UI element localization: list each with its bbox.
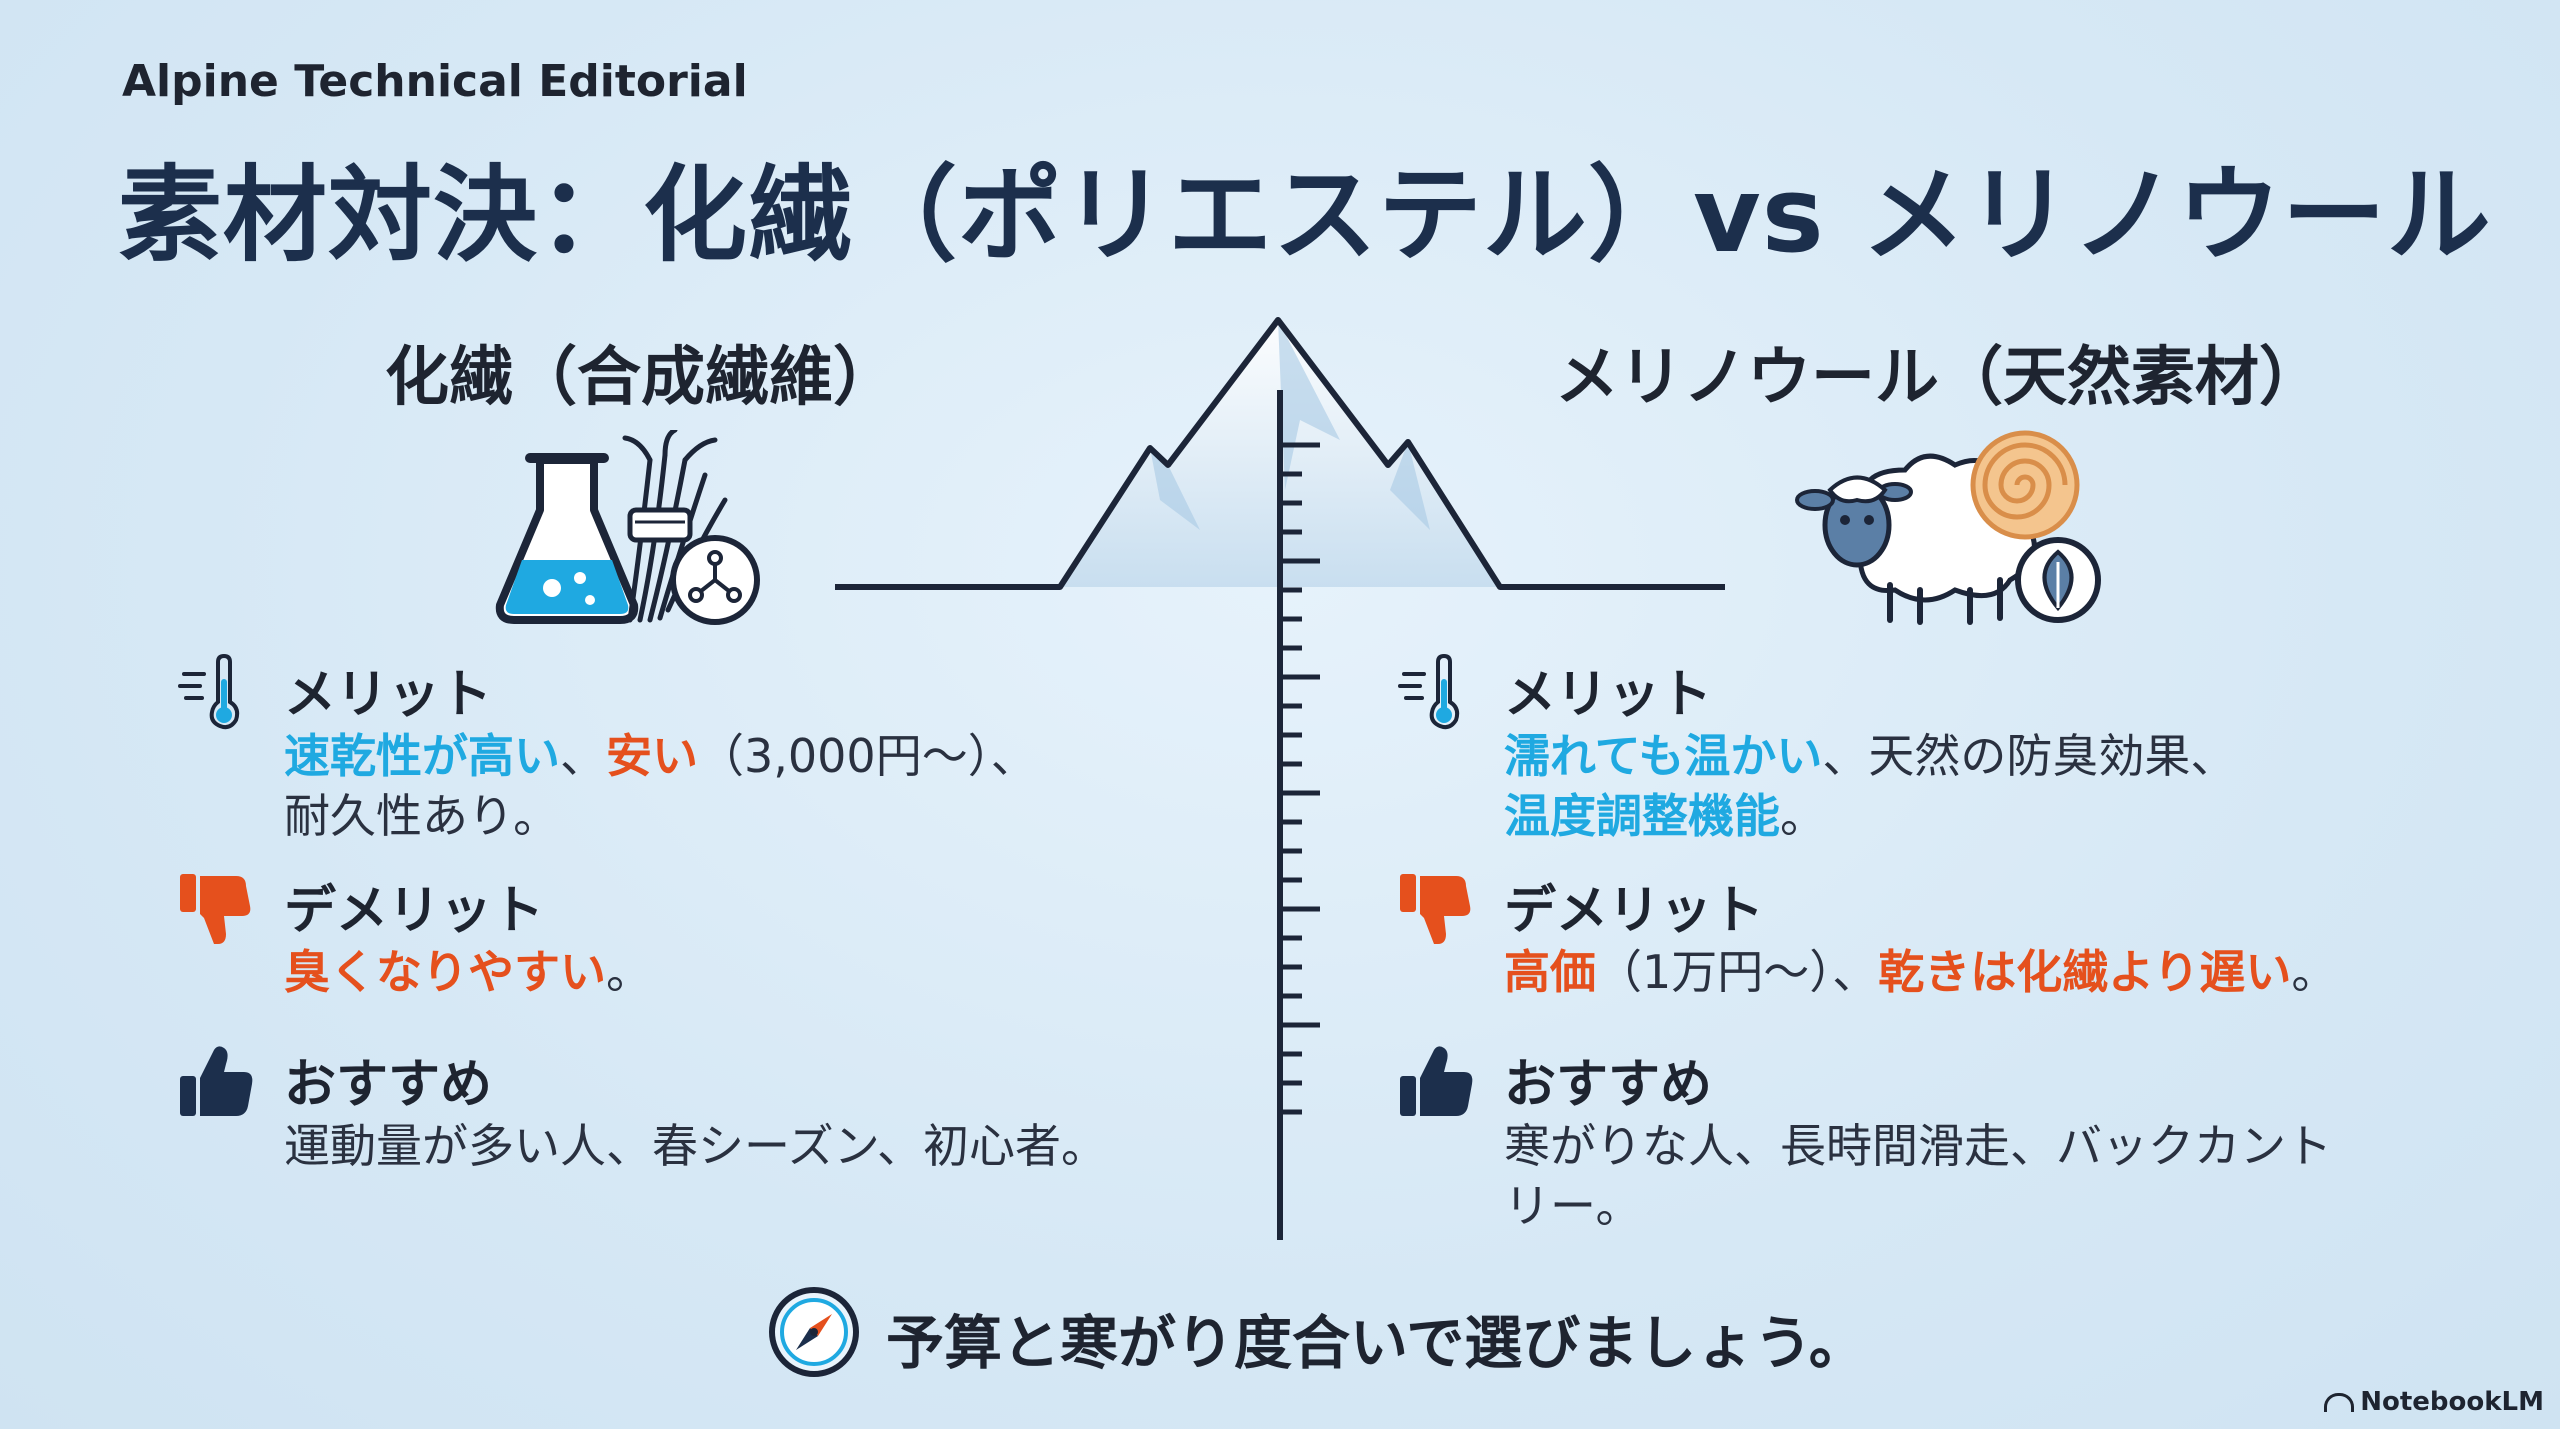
brand-name: NotebookLM	[2360, 1387, 2544, 1417]
page-title: 素材対決：化繊（ポリエステル）vs メリノウール	[118, 154, 2492, 276]
left-merit-durability: 耐久性あり。	[284, 789, 560, 843]
footer-text: 予算と寒がり度合いで選びましょう。	[886, 1309, 1867, 1377]
left-demerit-end: 。	[606, 945, 652, 999]
eyebrow: Alpine Technical Editorial	[122, 56, 748, 107]
left-column-title: 化繊（合成繊維）	[385, 341, 897, 415]
right-recommend-text: 寒がりな人、長時間滑走、バックカント リー。	[1504, 1116, 2332, 1236]
right-recommend-line2: リー。	[1504, 1179, 1642, 1233]
right-merit-end: 。	[1780, 789, 1826, 843]
left-merit-label: メリット	[284, 665, 493, 725]
thumbs-down-icon	[1400, 874, 1471, 944]
right-merit-label: メリット	[1504, 665, 1713, 725]
right-merit-text: 濡れても温かい、天然の防臭効果、 温度調整機能。	[1504, 726, 2236, 846]
right-demerit-end: 。	[2291, 945, 2338, 999]
right-demerit-price: （1万円〜）、	[1596, 945, 1879, 999]
thermometer-wind-icon	[178, 653, 240, 730]
notebooklm-logo-icon	[2324, 1393, 2355, 1412]
left-recommend-text: 運動量が多い人、春シーズン、初心者。	[284, 1119, 1107, 1173]
merino-sheep-wool-icon	[1795, 430, 2101, 625]
thermometer-wind-icon	[1398, 653, 1460, 730]
thumbs-down-icon	[180, 874, 251, 944]
left-merit-highlight-quickdry: 速乾性が高い	[284, 729, 560, 783]
right-recommend-label: おすすめ	[1504, 1055, 1713, 1115]
right-demerit-highlight-slowdry: 乾きは化繊より遅い	[1878, 945, 2292, 999]
compass-icon	[769, 1287, 859, 1377]
left-demerit-highlight: 臭くなりやすい	[284, 945, 606, 999]
left-recommend-label: おすすめ	[284, 1055, 493, 1115]
right-merit-highlight-temperature: 温度調整機能	[1504, 789, 1780, 843]
left-demerit-label: デメリット	[284, 881, 545, 941]
left-demerit-text: 臭くなりやすい。	[284, 942, 652, 1002]
right-merit-deodorant: 、天然の防臭効果、	[1822, 729, 2237, 783]
left-merit-separator: 、	[560, 729, 606, 783]
thumbs-up-icon	[180, 1046, 253, 1116]
thumbs-up-icon	[1400, 1046, 1473, 1116]
left-merit-price: （3,000円〜）、	[698, 729, 1037, 783]
right-column-title: メリノウール（天然素材）	[1555, 341, 2323, 415]
left-merit-highlight-cheap: 安い	[606, 729, 698, 783]
right-demerit-label: デメリット	[1504, 881, 1765, 941]
right-merit-highlight-warm: 濡れても温かい	[1504, 729, 1823, 783]
synthetic-flask-fiber-icon	[495, 430, 760, 625]
mountain-divider-illustration	[835, 317, 1725, 1240]
right-demerit-highlight-expensive: 高価	[1504, 945, 1596, 999]
right-recommend-line1: 寒がりな人、長時間滑走、バックカント	[1504, 1119, 2332, 1173]
left-merit-text: 速乾性が高い、安い（3,000円〜）、 耐久性あり。	[284, 726, 1037, 846]
right-demerit-text: 高価（1万円〜）、乾きは化繊より遅い。	[1504, 942, 2337, 1002]
brand-watermark: NotebookLM	[2324, 1387, 2544, 1417]
